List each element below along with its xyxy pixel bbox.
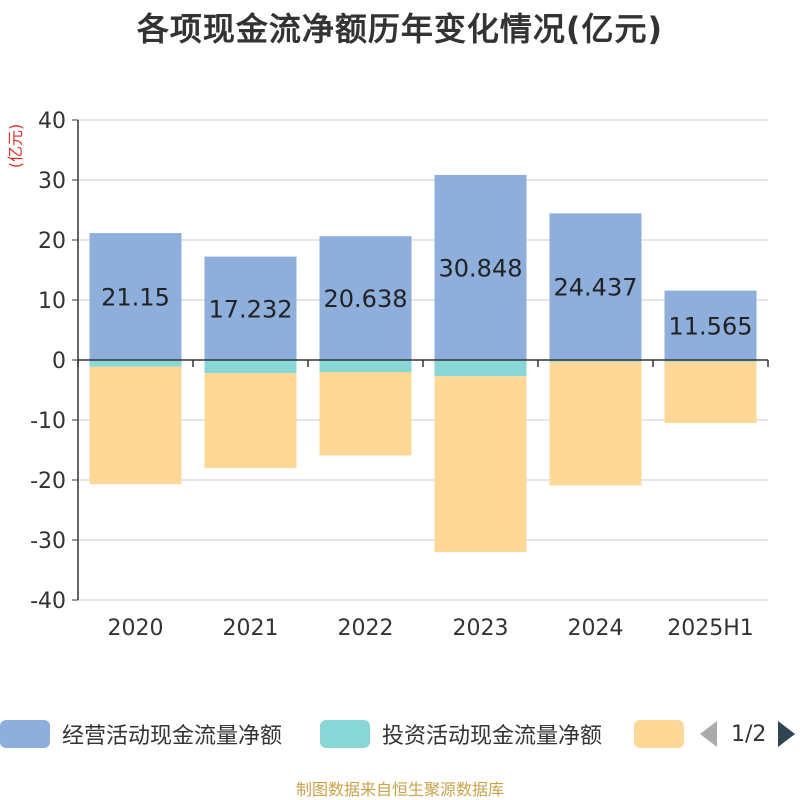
bar-series0-2022 xyxy=(319,236,412,360)
bar-series0-2024 xyxy=(549,213,642,360)
bar-series2-2025H1 xyxy=(664,361,757,423)
bar-series0-2025H1 xyxy=(664,290,757,360)
bar-value-label: 17.232 xyxy=(209,295,293,323)
x-tick-label: 2025H1 xyxy=(667,616,754,641)
y-axis-unit-label: (亿元) xyxy=(6,124,25,169)
y-tick-label: -20 xyxy=(30,469,66,494)
bar-series1-2020 xyxy=(89,360,182,367)
bar-value-label: 21.15 xyxy=(101,284,170,312)
legend-swatch-financing xyxy=(634,720,684,748)
y-tick-label: 40 xyxy=(38,109,66,134)
y-tick-label: 30 xyxy=(38,169,66,194)
legend-label-investing: 投资活动现金流量净额 xyxy=(382,724,603,749)
bar-series2-2023 xyxy=(434,376,527,552)
legend-label-operating: 经营活动现金流量净额 xyxy=(62,724,283,749)
legend-pager: 1/2 xyxy=(700,716,796,752)
x-tick-label: 2023 xyxy=(453,616,509,641)
legend-item-investing[interactable]: 投资活动现金流量净额 xyxy=(320,716,602,752)
bar-series1-2023 xyxy=(434,360,527,377)
pager-next-icon[interactable] xyxy=(778,721,796,747)
y-tick-label: 20 xyxy=(38,229,66,254)
bar-series1-2025H1 xyxy=(664,360,757,362)
y-tick-label: 0 xyxy=(52,349,66,374)
source-footer: 制图数据来自恒生聚源数据库 xyxy=(295,780,504,799)
bar-series2-2022 xyxy=(319,372,412,456)
legend-swatch-operating xyxy=(0,720,50,748)
pager-text: 1/2 xyxy=(731,721,767,747)
chart-title: 各项现金流净额历年变化情况(亿元) xyxy=(136,10,664,48)
bar-series1-2024 xyxy=(549,360,642,362)
legend-item-financing[interactable] xyxy=(634,716,684,752)
y-tick-label: 10 xyxy=(38,289,66,314)
bar-series1-2021 xyxy=(204,360,297,374)
legend-item-operating[interactable]: 经营活动现金流量净额 xyxy=(0,716,282,752)
y-tick-label: -30 xyxy=(30,529,66,554)
bar-value-label: 11.565 xyxy=(669,312,753,340)
x-tick-label: 2021 xyxy=(223,616,279,641)
bar-series0-2021 xyxy=(204,256,297,360)
x-tick-label: 2020 xyxy=(108,616,164,641)
bar-value-label: 30.848 xyxy=(439,254,523,282)
bar-value-label: 20.638 xyxy=(324,285,408,313)
y-tick-label: -10 xyxy=(30,409,66,434)
x-tick-label: 2024 xyxy=(568,616,624,641)
bar-series1-2022 xyxy=(319,360,412,372)
legend: 经营活动现金流量净额 投资活动现金流量净额 1/2 xyxy=(0,716,800,752)
bar-series2-2021 xyxy=(204,373,297,468)
bar-value-label: 24.437 xyxy=(554,274,638,302)
bar-series2-2020 xyxy=(89,366,182,485)
legend-swatch-investing xyxy=(320,720,370,748)
bar-series2-2024 xyxy=(549,361,642,486)
x-tick-label: 2022 xyxy=(338,616,394,641)
bar-series0-2023 xyxy=(434,174,527,360)
pager-prev-icon[interactable] xyxy=(700,721,717,747)
y-tick-label: -40 xyxy=(30,589,66,614)
bar-series0-2020 xyxy=(89,233,182,360)
